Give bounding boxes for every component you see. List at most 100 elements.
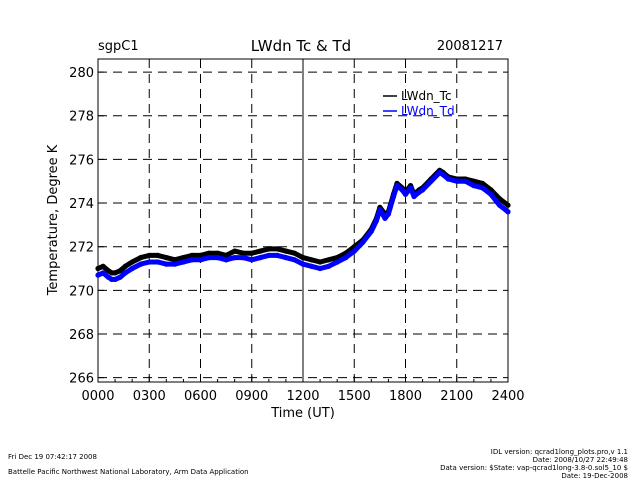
data-point [505,209,511,215]
data-point [402,191,409,197]
y-tick-label: 278 [69,110,94,125]
x-tick-label: 2100 [440,389,473,404]
data-point [471,183,477,189]
legend: LWdn_Tc LWdn_Td [383,89,455,118]
data-point [334,259,340,265]
data-point [232,255,238,261]
data-point [189,257,195,263]
data-point [172,257,178,263]
data-point [100,270,106,276]
data-point [112,276,118,282]
data-point [117,274,123,280]
data-point [100,263,106,269]
data-point [95,265,101,272]
data-point [496,202,503,208]
data-point [180,259,186,265]
y-tick-label: 270 [69,284,94,299]
data-point [505,202,511,208]
y-tick-label: 272 [69,241,94,256]
data-point [399,187,405,193]
data-point [163,261,169,267]
data-point [368,228,374,234]
data-point [129,265,135,272]
y-tick-label: 268 [69,328,94,343]
footer-organization: Battelle Pacific Northwest National Labo… [8,468,249,476]
data-point [300,261,306,267]
data-point [95,272,101,278]
x-tick-label: 0300 [133,389,166,404]
x-tick-label: 2400 [491,389,524,404]
y-tick-label: 266 [69,372,94,387]
data-point [488,191,494,197]
x-tick-label: 1500 [338,389,371,404]
data-point [291,257,298,263]
data-point [317,265,323,272]
data-point [232,248,238,254]
data-point [249,250,255,256]
data-point [163,255,169,261]
data-point [377,207,383,213]
data-point [308,257,315,263]
site-label: sgpC1 [98,39,139,54]
data-point [445,176,451,182]
data-point [479,185,485,191]
data-point [385,211,391,217]
data-point [257,255,263,261]
data-point [351,248,357,254]
data-point [394,183,400,189]
data-point [215,250,221,256]
data-point [360,239,366,245]
x-tick-label: 0900 [235,389,268,404]
data-point [420,187,426,193]
footer-data-date: Date: 19-Dec-2008 [561,472,628,480]
data-point [283,248,289,254]
data-point [180,255,186,261]
data-point [155,259,161,265]
data-point [155,252,161,258]
data-point [138,261,144,267]
y-tick-label: 276 [69,153,94,168]
footer-generated: Fri Dec 19 07:42:17 2008 [8,453,97,461]
data-point [373,217,380,224]
data-point [189,252,195,258]
data-point [428,178,434,184]
data-point [317,259,323,265]
data-point [479,180,485,186]
data-point [240,250,246,256]
data-point [112,270,118,276]
data-point [308,263,315,269]
data-point [206,255,212,261]
data-point [411,193,417,200]
data-point [300,255,306,261]
data-point [257,248,263,254]
data-point [440,172,446,178]
data-point [117,268,123,274]
data-point [326,263,332,269]
data-point [408,185,414,191]
data-point [122,270,128,276]
x-tick-label: 1800 [389,389,422,404]
footer-idl-date: Date: 2008/10/27 22:49:48 [533,456,628,464]
x-tick-label: 0600 [184,389,217,404]
data-point [240,255,246,261]
data-point [266,252,272,258]
data-point [266,246,272,252]
x-axis-label: Time (UT) [270,406,335,421]
y-tick-label: 274 [69,197,94,212]
data-point [129,259,135,265]
data-point [138,255,144,261]
data-point [462,178,468,184]
data-point [197,257,204,263]
y-axis-label: Temperature, Degree K [46,144,61,296]
data-point [390,193,397,200]
data-point [454,178,460,184]
date-label: 20081217 [437,39,503,54]
data-point [223,257,229,263]
data-point [215,255,221,261]
data-point [146,252,152,258]
data-point [382,215,388,221]
data-point [283,255,289,261]
y-tick-label: 280 [69,66,94,81]
grid [98,59,508,382]
